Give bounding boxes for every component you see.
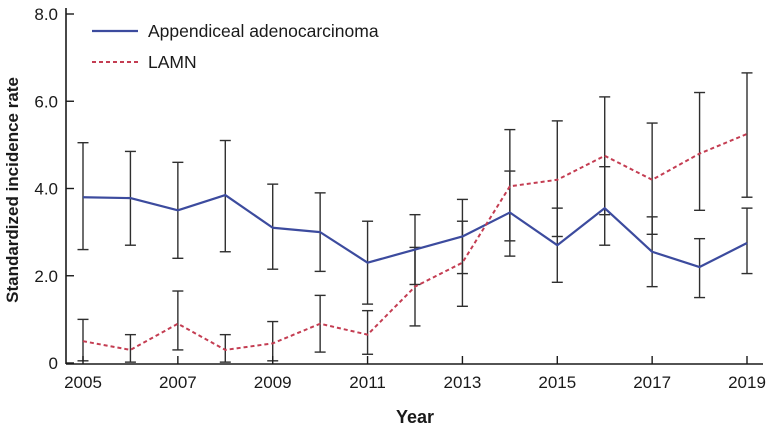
series-line-lamn <box>82 133 748 351</box>
x-tick-label: 2019 <box>728 373 766 392</box>
y-axis-title: Standardized incidence rate <box>3 77 22 303</box>
y-tick-label: 0 <box>49 354 58 373</box>
series-layer <box>82 133 748 351</box>
y-tick-label: 8.0 <box>34 5 58 24</box>
axes-layer: 2005 2007 2009 2011 2013 2015 2017 2019 0 2.0 4.0 6… <box>34 5 766 392</box>
y-tick-label: 2.0 <box>34 267 58 286</box>
x-tick-label: 2013 <box>444 373 482 392</box>
x-tick-label: 2007 <box>159 373 197 392</box>
x-tick-label: 2005 <box>64 373 102 392</box>
y-tick-label: 4.0 <box>34 180 58 199</box>
x-tick-label: 2009 <box>254 373 292 392</box>
legend-label-lamn: LAMN <box>148 52 197 72</box>
legend-label-appendiceal-adenocarcinoma: Appendiceal adenocarcinoma <box>148 21 379 41</box>
error-bars-layer <box>77 72 753 363</box>
x-tick-label: 2017 <box>633 373 671 392</box>
legend: Appendiceal adenocarcinoma LAMN <box>92 21 379 72</box>
x-tick-label: 2011 <box>349 373 386 392</box>
series-line-appendiceal-adenocarcinoma <box>82 193 748 269</box>
x-tick-label: 2015 <box>538 373 576 392</box>
y-tick-label: 6.0 <box>34 92 58 111</box>
x-axis-title: Year <box>396 407 434 427</box>
